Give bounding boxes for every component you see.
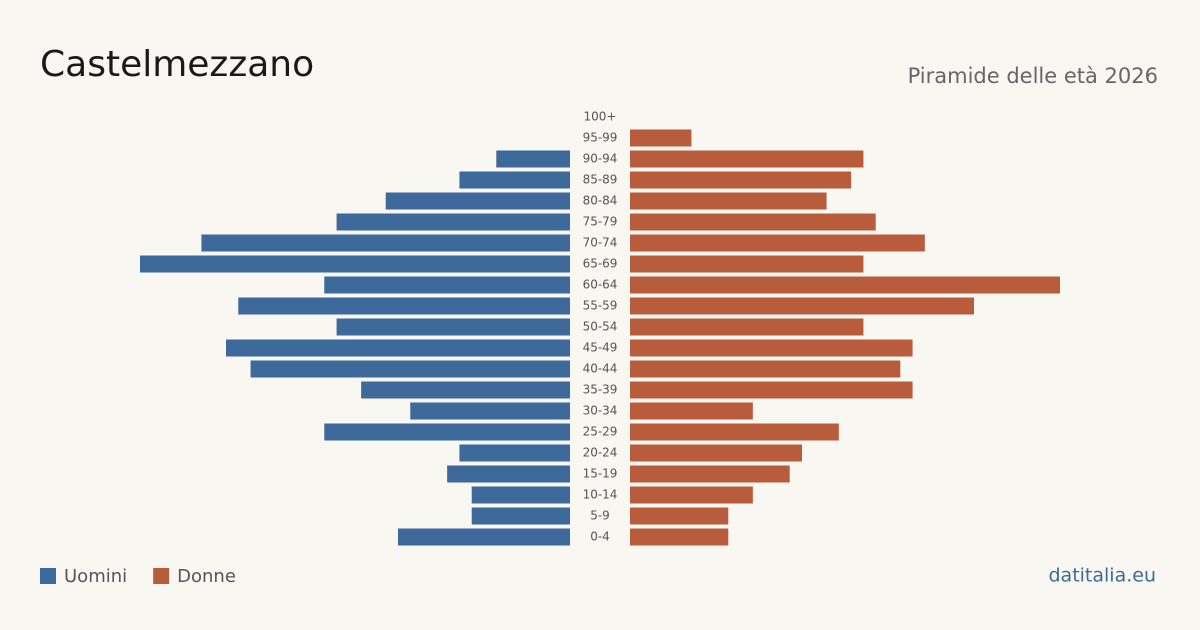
bar-male xyxy=(201,234,570,252)
age-label: 85-89 xyxy=(583,173,618,187)
bar-female xyxy=(630,444,802,462)
bar-male xyxy=(140,255,570,273)
bar-male xyxy=(324,276,570,294)
age-label: 80-84 xyxy=(583,194,618,208)
bar-female xyxy=(630,318,864,336)
bar-female xyxy=(630,381,913,399)
legend-swatch xyxy=(153,568,170,584)
bar-female xyxy=(630,150,864,168)
bar-male xyxy=(238,297,571,315)
age-label: 35-39 xyxy=(583,383,618,397)
legend-label: Uomini xyxy=(64,566,127,587)
bar-male xyxy=(471,486,570,504)
source: datitalia.eu xyxy=(1049,565,1157,587)
chart-title: Castelmezzano xyxy=(40,44,314,85)
bar-male xyxy=(324,423,570,441)
age-label: 95-99 xyxy=(583,131,618,145)
bar-male xyxy=(226,339,570,357)
age-label: 100+ xyxy=(584,110,617,124)
bar-male xyxy=(250,360,571,378)
age-label: 15-19 xyxy=(583,467,618,481)
bar-male xyxy=(459,171,570,189)
bar-male xyxy=(447,465,570,483)
bar-female xyxy=(630,507,729,525)
age-label: 60-64 xyxy=(583,278,618,292)
bar-female xyxy=(630,528,729,546)
age-label: 75-79 xyxy=(583,215,618,229)
bar-female xyxy=(630,213,876,231)
bar-female xyxy=(630,171,852,189)
bar-male xyxy=(361,381,570,399)
age-label: 45-49 xyxy=(583,341,618,355)
bar-male xyxy=(398,528,570,546)
age-label: 50-54 xyxy=(583,320,618,334)
age-label: 70-74 xyxy=(583,236,618,250)
age-label: 25-29 xyxy=(583,425,618,439)
bar-female xyxy=(630,339,913,357)
bar-female xyxy=(630,402,753,420)
bar-male xyxy=(385,192,570,210)
bar-male xyxy=(336,213,570,231)
age-label: 5-9 xyxy=(590,509,610,523)
age-label: 20-24 xyxy=(583,446,618,460)
bar-male xyxy=(496,150,570,168)
age-label: 30-34 xyxy=(583,404,618,418)
age-label: 90-94 xyxy=(583,152,618,166)
bar-female xyxy=(630,465,790,483)
age-label: 65-69 xyxy=(583,257,618,271)
bar-female xyxy=(630,297,974,315)
bar-male xyxy=(459,444,570,462)
bar-male xyxy=(336,318,570,336)
age-label: 10-14 xyxy=(583,488,618,502)
legend-swatch xyxy=(40,568,56,584)
chart-subtitle: Piramide delle età 2026 xyxy=(908,64,1158,88)
legend-label: Donne xyxy=(177,566,236,587)
bar-female xyxy=(630,360,901,378)
bar-female xyxy=(630,486,753,504)
bar-female xyxy=(630,423,839,441)
bar-male xyxy=(471,507,570,525)
bar-female xyxy=(630,255,864,273)
bar-male xyxy=(410,402,570,420)
bar-female xyxy=(630,129,692,147)
bar-female xyxy=(630,192,827,210)
age-label: 0-4 xyxy=(590,530,610,544)
age-label: 40-44 xyxy=(583,362,618,376)
age-label: 55-59 xyxy=(583,299,618,313)
bar-female xyxy=(630,234,925,252)
bar-female xyxy=(630,276,1060,294)
